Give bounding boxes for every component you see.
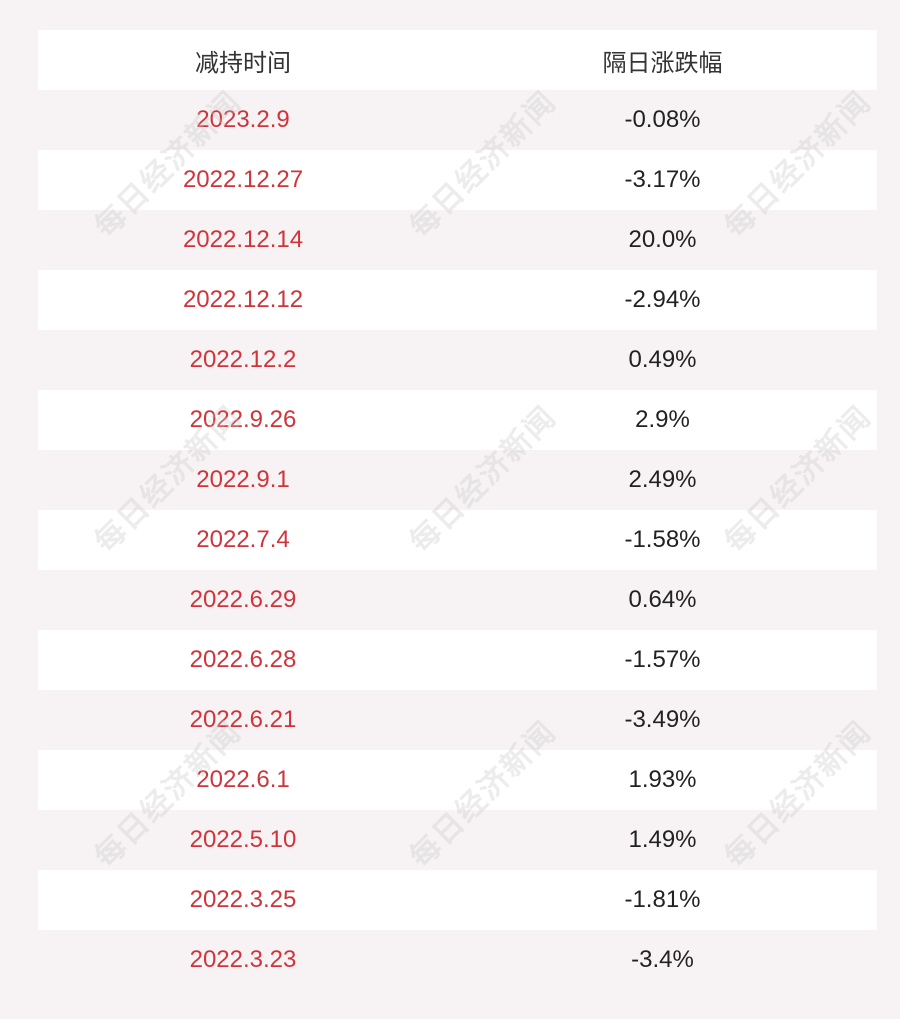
row-date: 2022.12.14 (182, 226, 304, 253)
header-date: 减持时间 (195, 49, 291, 77)
row-date: 2022.6.28 (189, 646, 297, 673)
table-row: 2022.6.29 0.64% (38, 570, 877, 630)
row-change: -3.4% (631, 946, 694, 973)
row-change: 0.49% (628, 346, 697, 373)
header-change: 隔日涨跌幅 (602, 49, 723, 77)
table-body: 2023.2.9 -0.08% 2022.12.27 -3.17% 2022.12.14… (38, 90, 877, 990)
table-row: 2022.12.14 20.0% (38, 210, 877, 270)
table-row: 2022.6.28 -1.57% (38, 630, 877, 690)
row-date: 2022.3.23 (189, 946, 297, 973)
table-row: 2022.3.23 -3.4% (38, 930, 877, 990)
row-date: 2022.6.29 (189, 586, 297, 613)
row-date: 2022.6.1 (196, 766, 290, 793)
table-row: 2022.12.12 -2.94% (38, 270, 877, 330)
row-change: -3.49% (624, 706, 701, 733)
row-change: 1.49% (628, 826, 697, 853)
row-change: -1.57% (624, 646, 701, 673)
table-row: 2022.7.4 -1.58% (38, 510, 877, 570)
row-change: 0.64% (628, 586, 697, 613)
row-change: -2.94% (624, 286, 701, 313)
table-row: 2022.3.25 -1.81% (38, 870, 877, 930)
row-change: 1.93% (628, 766, 697, 793)
row-date: 2022.6.21 (189, 706, 297, 733)
row-change: -0.08% (624, 106, 701, 133)
row-change: -1.81% (624, 886, 701, 913)
row-date: 2022.3.25 (189, 886, 297, 913)
data-table: 减持时间 隔日涨跌幅 2023.2.9 -0.08% 2022.12.27 -3.17… (38, 30, 877, 990)
table-row: 2023.2.9 -0.08% (38, 90, 877, 150)
row-date: 2022.12.2 (189, 346, 297, 373)
row-change: 20.0% (628, 226, 697, 253)
row-date: 2022.5.10 (189, 826, 297, 853)
row-date: 2022.9.1 (196, 466, 290, 493)
table-row: 2022.9.1 2.49% (38, 450, 877, 510)
row-change: 2.49% (628, 466, 697, 493)
row-date: 2023.2.9 (196, 106, 290, 133)
row-change: -1.58% (624, 526, 701, 553)
table-row: 2022.6.21 -3.49% (38, 690, 877, 750)
table-row: 2022.12.27 -3.17% (38, 150, 877, 210)
table-row: 2022.6.1 1.93% (38, 750, 877, 810)
table-row: 2022.9.26 2.9% (38, 390, 877, 450)
row-date: 2022.9.26 (189, 406, 297, 433)
row-date: 2022.12.12 (182, 286, 304, 313)
table-row: 2022.12.2 0.49% (38, 330, 877, 390)
table-row: 2022.5.10 1.49% (38, 810, 877, 870)
row-date: 2022.12.27 (182, 166, 304, 193)
row-change: 2.9% (635, 406, 690, 433)
row-change: -3.17% (624, 166, 701, 193)
row-date: 2022.7.4 (196, 526, 290, 553)
table-header-row: 减持时间 隔日涨跌幅 (38, 30, 877, 90)
